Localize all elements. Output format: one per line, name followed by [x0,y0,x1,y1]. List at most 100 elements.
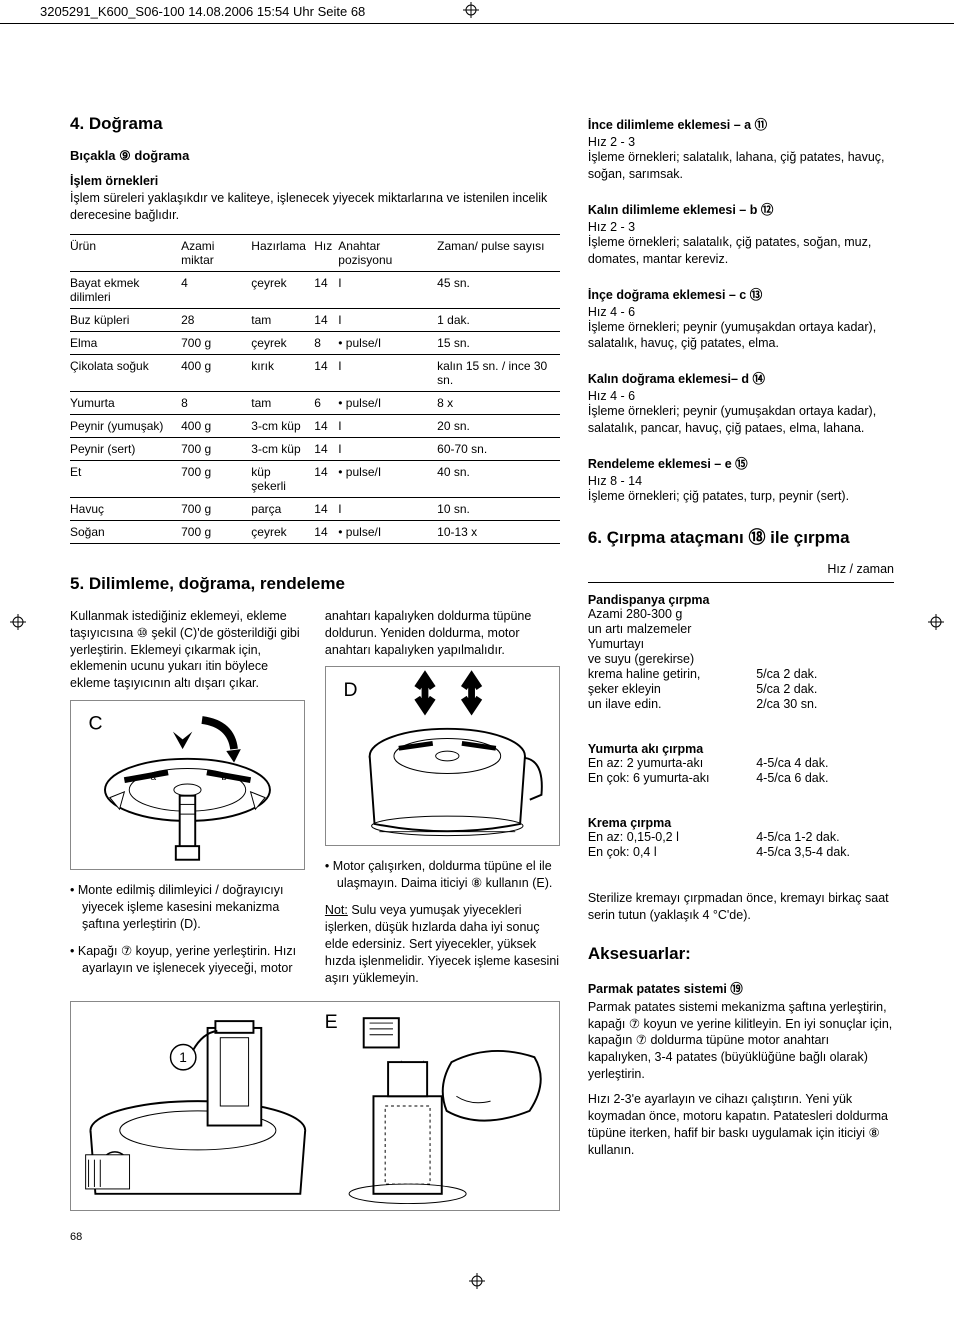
section4-subtitle: Bıçakla ⑨ doğrama [70,148,560,164]
table-cell: Peynir (sert) [70,437,181,460]
table-cell: 5/ca 2 dak. [756,682,894,697]
table-cell: • pulse/I [338,460,437,497]
table-cell: 4-5/ca 4 dak. [756,756,894,771]
figure-c-label: C [88,713,102,735]
attachment-title: İnce dilimleme eklemesi – a ⑪ [588,114,894,133]
attachment-speed: Hız 4 - 6 [588,305,894,319]
table-cell: Peynir (yumuşak) [70,414,181,437]
figure-c: C [70,700,305,870]
accessories-p1: Parmak patates sistemi mekanizma şaftına… [588,999,894,1083]
crop-mark-right [928,614,944,635]
table-cell: Elma [70,331,181,354]
table-cell [756,652,894,667]
s5-right-bullets: Motor çalışırken, doldurma tüpüne el ile… [325,858,560,892]
col-hiz: Hız [314,234,338,271]
table-row: şeker ekleyin5/ca 2 dak. [588,682,894,697]
svg-text:a: a [151,772,157,783]
attachment-text: İşleme örnekleri; salatalık, lahana, çiğ… [588,149,894,183]
section4-title: 4. Doğrama [70,114,560,134]
table-cell: parça [251,497,314,520]
note-text: Sulu veya yumuşak yiyecekleri işlerken, … [325,903,559,985]
attachment-title: Rendeleme eklemesi – e ⑮ [588,453,894,472]
crop-mark-top [463,2,479,21]
table-cell: 400 g [181,414,251,437]
header-text: 3205291_K600_S06-100 14.08.2006 15:54 Uh… [40,4,365,19]
section5-right: anahtarı kapalıyken doldurma tüpüne dold… [325,608,560,995]
table-cell: tam [251,308,314,331]
table-row: Peynir (yumuşak)400 g3-cm küp14I20 sn. [70,414,560,437]
table-cell: Soğan [70,520,181,543]
table-cell: 2/ca 30 sn. [756,697,894,712]
whip-group: Pandispanya çırpmaAzami 280-300 gun artı… [588,593,894,712]
table-row: Bayat ekmek dilimleri4çeyrek14I45 sn. [70,271,560,308]
attachment-text: İşleme örnekleri; çiğ patates, turp, pey… [588,488,894,505]
table-cell: 700 g [181,497,251,520]
whip-group-title: Krema çırpma [588,816,894,830]
table-cell: 28 [181,308,251,331]
table-cell: En çok: 0,4 l [588,845,756,860]
table-cell: I [338,308,437,331]
table-cell: 700 g [181,520,251,543]
section4-intro: İşlem süreleri yaklaşıkdır ve kaliteye, … [70,190,560,224]
table-cell: 20 sn. [437,414,560,437]
table-row: Soğan700 gçeyrek14• pulse/I10-13 x [70,520,560,543]
table-cell: Yumurtayı [588,637,756,652]
s5-r-para1: anahtarı kapalıyken doldurma tüpüne dold… [325,608,560,659]
attachment-block: Kalın dilimleme eklemesi – b ⑫Hız 2 - 3İ… [588,199,894,268]
table-cell: çeyrek [251,271,314,308]
accessories-title: Aksesuarlar: [588,944,894,964]
table-cell: 5/ca 2 dak. [756,667,894,682]
note-label: Not: [325,903,348,917]
col-anahtar: Anahtar pozisyonu [338,234,437,271]
table-cell: tam [251,391,314,414]
whip-header: Hız / zaman [588,562,894,583]
attachment-title: Kalın doğrama eklemesi– d ⑭ [588,368,894,387]
table-cell: 8 [314,331,338,354]
col-azami: Azami miktar [181,234,251,271]
table-row: Yumurtayı [588,637,894,652]
whip-table: Azami 280-300 gun artı malzemelerYumurta… [588,607,894,712]
left-column: 4. Doğrama Bıçakla ⑨ doğrama İşlem örnek… [70,114,560,1223]
whip-group: Krema çırpmaEn az: 0,15-0,2 l4-5/ca 1-2 … [588,816,894,860]
table-cell: Havuç [70,497,181,520]
section6-after: Sterilize kremayı çırpmadan önce, kremay… [588,890,894,924]
whip-table: En az: 2 yumurta-akı4-5/ca 4 dak.En çok:… [588,756,894,786]
table-cell: un artı malzemeler [588,622,756,637]
table-cell: 10-13 x [437,520,560,543]
table-cell: Çikolata soğuk [70,354,181,391]
table-cell: 14 [314,520,338,543]
table-header-row: Ürün Azami miktar Hazırlama Hız Anahtar … [70,234,560,271]
table-cell: Yumurta [70,391,181,414]
table-cell: krema haline getirin, [588,667,756,682]
table-cell: En az: 0,15-0,2 l [588,830,756,845]
figure-e-label: E [325,1010,338,1032]
table-cell: Buz küpleri [70,308,181,331]
table-cell: 4 [181,271,251,308]
whip-table: En az: 0,15-0,2 l4-5/ca 1-2 dak.En çok: … [588,830,894,860]
attachment-text: İşleme örnekleri; peynir (yumuşakdan ort… [588,319,894,353]
col-zaman: Zaman/ pulse sayısı [437,234,560,271]
table-cell: Azami 280-300 g [588,607,756,622]
table-row: En az: 0,15-0,2 l4-5/ca 1-2 dak. [588,830,894,845]
table-cell: 14 [314,271,338,308]
table-cell: I [338,497,437,520]
table-cell: 45 sn. [437,271,560,308]
table-cell: 14 [314,497,338,520]
table-cell: kırık [251,354,314,391]
list-item: Kapağı ⑦ koyup, yerine yerleştirin. Hızı… [70,943,305,977]
table-cell: 3-cm küp [251,437,314,460]
attachment-text: İşleme örnekleri; salatalık, çiğ patates… [588,234,894,268]
table-cell: şeker ekleyin [588,682,756,697]
list-item: Monte edilmiş dilimleyici / doğrayıcıyı … [70,882,305,933]
whip-group: Yumurta akı çırpmaEn az: 2 yumurta-akı4-… [588,742,894,786]
table-cell: 15 sn. [437,331,560,354]
table-row: Çikolata soğuk400 gkırık14Ikalın 15 sn. … [70,354,560,391]
table-row: Elma700 gçeyrek8• pulse/I15 sn. [70,331,560,354]
table-cell: Et [70,460,181,497]
table-cell: 14 [314,460,338,497]
table-cell: 3-cm küp [251,414,314,437]
attachment-block: İnce dilimleme eklemesi – a ⑪Hız 2 - 3İş… [588,114,894,183]
table-row: krema haline getirin,5/ca 2 dak. [588,667,894,682]
table-cell: I [338,437,437,460]
table-cell: 400 g [181,354,251,391]
